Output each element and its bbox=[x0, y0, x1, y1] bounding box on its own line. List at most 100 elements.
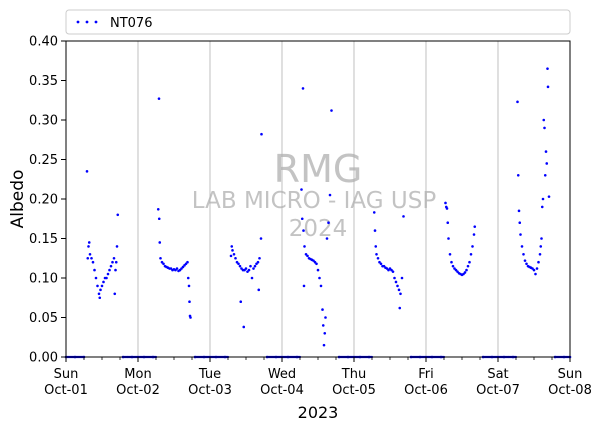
data-point bbox=[544, 150, 548, 153]
x-tick-label: Wed bbox=[268, 367, 296, 382]
legend-label: NT076 bbox=[110, 16, 152, 31]
data-point bbox=[537, 260, 540, 264]
x-tick-date-label: Oct-03 bbox=[188, 383, 232, 398]
data-point bbox=[115, 245, 119, 248]
data-point bbox=[306, 254, 309, 258]
data-point bbox=[402, 215, 405, 218]
data-point bbox=[325, 237, 329, 240]
data-point bbox=[234, 256, 237, 260]
data-point bbox=[472, 233, 476, 236]
data-point bbox=[323, 332, 327, 335]
plot-area: RMG LAB MICRO - IAG USP 2024 bbox=[64, 40, 572, 359]
data-point bbox=[259, 237, 263, 240]
data-point bbox=[393, 276, 396, 280]
data-point bbox=[543, 126, 546, 130]
data-point bbox=[516, 100, 519, 104]
data-point bbox=[114, 260, 118, 264]
legend: NT076 bbox=[65, 9, 571, 35]
data-point bbox=[187, 284, 191, 288]
y-tick-label: 0.30 bbox=[29, 114, 58, 129]
data-point bbox=[260, 132, 263, 136]
x-tick-date-label: Oct-06 bbox=[404, 383, 448, 398]
data-point bbox=[321, 308, 324, 311]
data-point bbox=[302, 229, 305, 232]
data-point bbox=[535, 267, 539, 270]
data-point bbox=[319, 284, 323, 288]
legend-series-marker bbox=[76, 20, 98, 24]
data-point bbox=[238, 264, 242, 268]
data-point bbox=[546, 67, 549, 70]
data-point bbox=[545, 162, 549, 165]
data-point bbox=[87, 245, 90, 248]
data-point bbox=[373, 229, 377, 232]
x-tick-label: Sun bbox=[558, 367, 583, 382]
data-point bbox=[391, 270, 395, 273]
y-tick-label: 0.00 bbox=[29, 351, 58, 366]
data-point bbox=[398, 306, 402, 310]
data-point bbox=[231, 249, 234, 252]
data-point bbox=[300, 188, 303, 191]
data-point bbox=[525, 262, 528, 266]
y-axis-label: Albedo bbox=[8, 170, 28, 229]
data-point bbox=[444, 201, 447, 205]
data-point bbox=[88, 253, 92, 256]
data-point bbox=[239, 300, 243, 304]
watermark-line-2: LAB MICRO - IAG USP bbox=[192, 188, 437, 214]
data-point bbox=[394, 280, 398, 284]
data-point bbox=[186, 260, 189, 264]
y-tick-label: 0.10 bbox=[29, 272, 58, 287]
data-point bbox=[450, 260, 453, 264]
data-point bbox=[540, 237, 543, 240]
data-point bbox=[93, 268, 96, 272]
data-point bbox=[99, 288, 102, 292]
data-point bbox=[520, 245, 524, 248]
x-tick-date-label: Oct-02 bbox=[116, 383, 160, 398]
legend-dot bbox=[94, 20, 98, 24]
data-point bbox=[189, 316, 192, 319]
data-point bbox=[242, 325, 246, 329]
data-point bbox=[114, 268, 117, 272]
data-point bbox=[301, 87, 305, 90]
data-point bbox=[108, 268, 111, 272]
data-point bbox=[547, 195, 551, 198]
data-point bbox=[229, 254, 233, 258]
data-point bbox=[473, 225, 477, 228]
data-point bbox=[244, 267, 248, 270]
data-point bbox=[372, 211, 376, 214]
data-point bbox=[396, 284, 399, 288]
data-point bbox=[258, 256, 261, 260]
data-point bbox=[96, 284, 99, 288]
watermark: RMG LAB MICRO - IAG USP 2024 bbox=[192, 147, 437, 242]
data-point bbox=[330, 109, 333, 112]
x-tick-date-label: Oct-07 bbox=[476, 383, 520, 398]
data-point bbox=[175, 267, 179, 270]
data-point bbox=[91, 260, 95, 264]
y-tick-label: 0.05 bbox=[29, 311, 58, 326]
x-tick-date-label: Oct-08 bbox=[548, 383, 592, 398]
data-point bbox=[105, 276, 108, 280]
data-point bbox=[374, 245, 378, 248]
y-tick-label: 0.20 bbox=[29, 193, 58, 208]
data-point bbox=[303, 245, 306, 248]
data-point bbox=[523, 259, 527, 262]
data-point bbox=[156, 207, 160, 211]
data-point bbox=[112, 256, 116, 260]
legend-dot bbox=[76, 20, 80, 24]
data-point bbox=[397, 288, 401, 292]
watermark-line-3: 2024 bbox=[289, 216, 348, 242]
data-point bbox=[100, 284, 104, 288]
data-point bbox=[111, 260, 114, 264]
data-point bbox=[463, 271, 467, 274]
data-point bbox=[257, 288, 261, 292]
data-point bbox=[316, 268, 320, 272]
data-point bbox=[538, 253, 542, 256]
data-point bbox=[532, 268, 536, 272]
data-point bbox=[327, 221, 330, 224]
data-point bbox=[540, 205, 544, 209]
data-point bbox=[109, 264, 113, 268]
x-tick-label: Mon bbox=[124, 367, 151, 382]
data-point bbox=[322, 343, 326, 347]
data-points bbox=[64, 67, 572, 359]
data-point bbox=[253, 264, 257, 268]
